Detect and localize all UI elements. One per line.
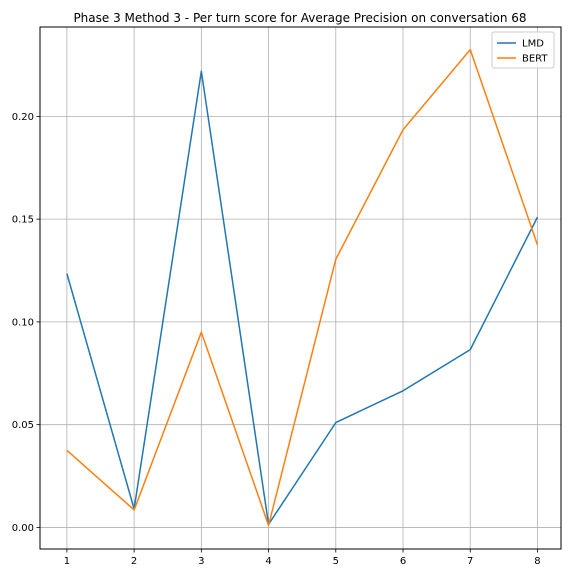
y-axis: 0.00 0.05 0.10 0.15 0.20 — [12, 112, 40, 534]
y-tick-label: 0.05 — [12, 420, 34, 431]
series-line-lmd — [66, 70, 539, 526]
x-tick-label: 1 — [64, 556, 70, 567]
legend-label: LMD — [522, 39, 544, 50]
x-tick-label: 4 — [265, 556, 271, 567]
plot-area — [40, 27, 561, 549]
x-tick-label: 6 — [400, 556, 406, 567]
y-tick-label: 0.15 — [12, 215, 34, 226]
x-tick-label: 2 — [131, 556, 137, 567]
x-axis: 1 2 3 4 5 6 7 8 — [64, 549, 541, 567]
y-tick-label: 0.20 — [12, 112, 34, 123]
y-tick-label: 0.10 — [12, 317, 34, 328]
x-tick-label: 8 — [534, 556, 540, 567]
grid — [40, 27, 561, 549]
x-tick-label: 7 — [467, 556, 473, 567]
legend-label: BERT — [522, 54, 548, 65]
y-tick-label: 0.00 — [12, 523, 34, 534]
plot-frame — [39, 26, 562, 550]
x-tick-label: 5 — [333, 556, 339, 567]
series-lines — [66, 48, 539, 527]
legend-box — [491, 31, 555, 69]
x-tick-label: 3 — [198, 556, 204, 567]
series-line-bert — [66, 48, 539, 527]
chart-title: Phase 3 Method 3 - Per turn score for Av… — [73, 11, 526, 25]
legend: LMD BERT — [491, 31, 555, 69]
